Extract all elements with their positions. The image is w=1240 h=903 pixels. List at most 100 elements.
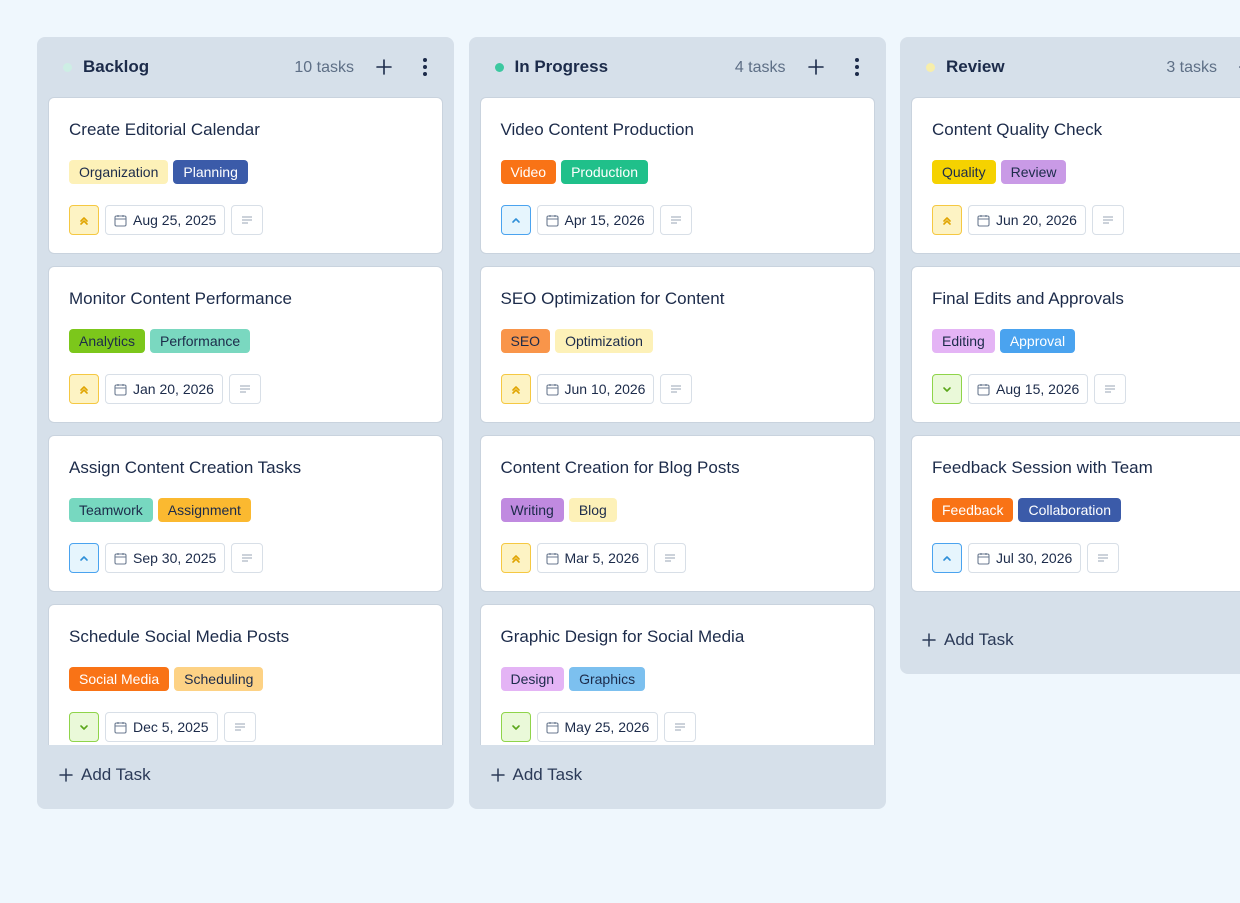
tag: Editing [932,329,995,353]
tag: Optimization [555,329,653,353]
task-card[interactable]: Graphic Design for Social Media Design Gra… [479,604,875,745]
notes-button[interactable] [660,374,693,404]
tag-list: Analytics Performance [69,329,251,353]
card-title: Feedback Session with Team [932,458,1153,477]
task-card[interactable]: Feedback Session with Team Feedback Collab… [911,435,1240,592]
add-button[interactable] [807,59,824,80]
tag: Analytics [69,329,146,353]
notes-button[interactable] [654,543,687,573]
calendar-icon [114,552,127,565]
date-text: Aug 25, 2025 [133,212,217,228]
notes-button[interactable] [228,374,261,404]
task-card[interactable]: Monitor Content Performance Analytics Perf… [48,266,443,423]
tag-list: Design Graphics [500,667,646,691]
tag: Planning [173,160,248,184]
task-card[interactable]: Create Editorial Calendar Organization Pla… [48,97,443,254]
tag-list: Social Media Scheduling [69,667,264,691]
menu-button[interactable] [422,57,428,82]
notes-icon [675,723,686,731]
task-count: 4 tasks [734,59,786,76]
due-date: Aug 25, 2025 [105,205,226,235]
add-button[interactable] [376,59,392,80]
due-date: Apr 15, 2026 [536,205,654,235]
column-title: Backlog [83,57,150,76]
tag: Graphics [569,667,646,691]
card-meta: Sep 30, 2025 [69,543,264,573]
card-title: Content Creation for Blog Posts [500,458,740,477]
menu-button[interactable] [854,57,860,82]
status-dot [926,63,935,72]
tag: Performance [150,329,251,353]
priority-badge [932,374,962,404]
notes-button[interactable] [1091,205,1124,235]
priority-icon [943,387,951,392]
notes-button[interactable] [231,543,264,573]
card-meta: May 25, 2026 [500,712,697,742]
notes-icon [665,554,676,562]
card-title: Create Editorial Calendar [69,120,260,139]
task-card[interactable]: Assign Content Creation Tasks Teamwork Ass… [48,435,443,592]
card-title: Schedule Social Media Posts [69,627,290,646]
column-header: Backlog 10 tasks [37,37,454,97]
due-date: Jul 30, 2026 [968,543,1082,573]
card-title: SEO Optimization for Content [500,289,725,308]
notes-button[interactable] [664,712,697,742]
priority-badge [500,205,531,235]
calendar-icon [114,721,127,734]
column: Review 3 tasks Content Quality Check Qualit… [900,37,1240,674]
card-meta: Mar 5, 2026 [500,543,687,573]
notes-icon [234,723,245,731]
task-card[interactable]: SEO Optimization for Content SEO Optimizat… [479,266,875,423]
calendar-icon [545,383,559,396]
tag: Assignment [157,498,251,522]
notes-button[interactable] [1087,543,1120,573]
card-title: Content Quality Check [932,120,1103,139]
due-date: Mar 5, 2026 [536,543,649,573]
date-text: Dec 5, 2025 [133,719,209,735]
add-task[interactable]: Add Task [922,630,1014,650]
notes-button[interactable] [1094,374,1127,404]
priority-icon [511,386,520,394]
priority-badge [500,543,531,573]
menu-icon [423,58,427,76]
tag-list: Video Production [500,160,648,184]
status-dot [494,63,504,72]
notes-icon [1102,216,1113,224]
card-title: Monitor Content Performance [69,289,292,308]
tag: Blog [568,498,617,522]
task-card[interactable]: Video Content Production Video Production A… [479,97,875,254]
plus-icon [59,768,73,782]
date-text: Jul 30, 2026 [996,550,1073,566]
notes-button[interactable] [659,205,692,235]
tag: Review [1000,160,1067,184]
card-meta: Aug 15, 2026 [932,374,1127,404]
date-text: Jun 10, 2026 [564,381,646,397]
add-task[interactable]: Add Task [490,765,583,785]
due-date: Jun 10, 2026 [536,374,655,404]
tag: Feedback [932,498,1014,522]
date-text: Sep 30, 2025 [133,550,217,566]
add-task[interactable]: Add Task [59,765,151,785]
priority-icon [943,217,951,225]
plus-icon [922,633,936,647]
priority-icon [511,218,520,223]
due-date: Jan 20, 2026 [105,374,223,404]
task-card[interactable]: Content Creation for Blog Posts Writing Bl… [479,435,875,592]
card-meta: Jun 20, 2026 [932,205,1124,235]
date-text: Jan 20, 2026 [133,381,214,397]
task-card[interactable]: Content Quality Check Quality Review Jun 20… [911,97,1240,254]
notes-button[interactable] [231,205,264,235]
priority-icon [943,556,951,561]
calendar-icon [545,552,559,565]
due-date: Sep 30, 2025 [105,543,226,573]
card-list: Content Quality Check Quality Review Jun 20… [911,97,1240,610]
tag: Teamwork [69,498,153,522]
task-card[interactable]: Final Edits and Approvals Editing Approval… [911,266,1240,423]
add-task-label: Add Task [512,765,583,784]
date-text: May 25, 2026 [564,719,650,735]
task-card[interactable]: Schedule Social Media Posts Social Media S… [48,604,443,745]
notes-button[interactable] [223,712,256,742]
date-text: Apr 15, 2026 [564,212,645,228]
priority-badge [69,374,99,404]
tag: Collaboration [1018,498,1121,522]
